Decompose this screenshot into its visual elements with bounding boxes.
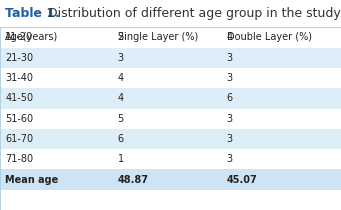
Text: 4: 4	[118, 73, 124, 83]
Text: 3: 3	[227, 53, 233, 63]
Text: Distribution of different age group in the study: Distribution of different age group in t…	[44, 7, 340, 20]
Text: 11-20: 11-20	[5, 33, 33, 42]
Text: 31-40: 31-40	[5, 73, 33, 83]
FancyBboxPatch shape	[0, 169, 341, 190]
Text: 3: 3	[227, 154, 233, 164]
Text: 51-60: 51-60	[5, 114, 33, 124]
Text: Table 1.: Table 1.	[5, 7, 60, 20]
Text: 61-70: 61-70	[5, 134, 33, 144]
Text: 3: 3	[118, 53, 124, 63]
Text: 4: 4	[227, 33, 233, 42]
Text: 48.87: 48.87	[118, 175, 149, 185]
FancyBboxPatch shape	[0, 149, 341, 169]
Text: Single Layer (%): Single Layer (%)	[118, 33, 198, 42]
Text: 3: 3	[227, 73, 233, 83]
FancyBboxPatch shape	[0, 68, 341, 88]
Text: 2: 2	[118, 33, 124, 42]
FancyBboxPatch shape	[0, 27, 341, 48]
FancyBboxPatch shape	[0, 88, 341, 109]
Text: 1: 1	[118, 154, 124, 164]
Text: 71-80: 71-80	[5, 154, 33, 164]
Text: Age(years): Age(years)	[5, 33, 58, 42]
Text: Mean age: Mean age	[5, 175, 58, 185]
Text: 5: 5	[118, 114, 124, 124]
Text: Double Layer (%): Double Layer (%)	[227, 33, 312, 42]
Text: 6: 6	[227, 93, 233, 103]
FancyBboxPatch shape	[0, 129, 341, 149]
Text: 21-30: 21-30	[5, 53, 33, 63]
Text: 3: 3	[227, 114, 233, 124]
Text: 41-50: 41-50	[5, 93, 33, 103]
Text: 45.07: 45.07	[227, 175, 257, 185]
FancyBboxPatch shape	[0, 48, 341, 68]
Text: 3: 3	[227, 134, 233, 144]
Text: 6: 6	[118, 134, 124, 144]
Text: 4: 4	[118, 93, 124, 103]
FancyBboxPatch shape	[0, 27, 341, 48]
FancyBboxPatch shape	[0, 109, 341, 129]
